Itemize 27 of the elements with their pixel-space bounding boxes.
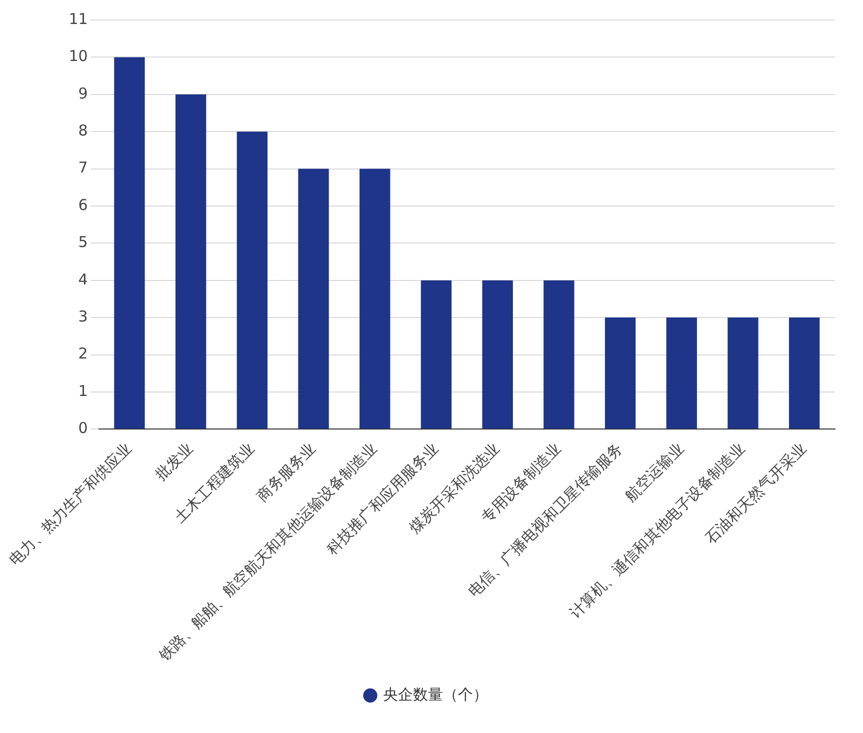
bar <box>236 132 268 429</box>
bar <box>666 318 697 429</box>
x-tick-label: 电力、热力生产和供应业 <box>6 439 136 569</box>
bar <box>482 280 513 429</box>
y-tick-label: 4 <box>78 270 88 288</box>
bar <box>544 280 574 429</box>
y-tick-label: 5 <box>78 233 88 252</box>
bar <box>604 318 636 429</box>
y-tick-label: 0 <box>78 419 88 438</box>
bar <box>420 280 452 429</box>
y-tick-label: 3 <box>78 307 88 326</box>
y-tick-label: 1 <box>78 382 88 400</box>
legend-label: 央企数量（个） <box>382 685 488 704</box>
y-tick-label: 7 <box>78 158 88 177</box>
bar <box>175 94 206 429</box>
y-tick-label: 9 <box>78 84 88 102</box>
x-tick-label: 批发业 <box>152 439 196 484</box>
y-tick-label: 2 <box>78 344 88 363</box>
y-tick-label: 6 <box>78 196 88 214</box>
bar <box>360 168 390 429</box>
bar <box>788 318 820 429</box>
y-tick-label: 11 <box>68 10 88 28</box>
bar <box>728 318 758 429</box>
bar <box>298 168 329 429</box>
y-tick-label: 10 <box>68 47 88 66</box>
y-tick-label: 8 <box>78 121 88 140</box>
bar <box>114 57 145 429</box>
